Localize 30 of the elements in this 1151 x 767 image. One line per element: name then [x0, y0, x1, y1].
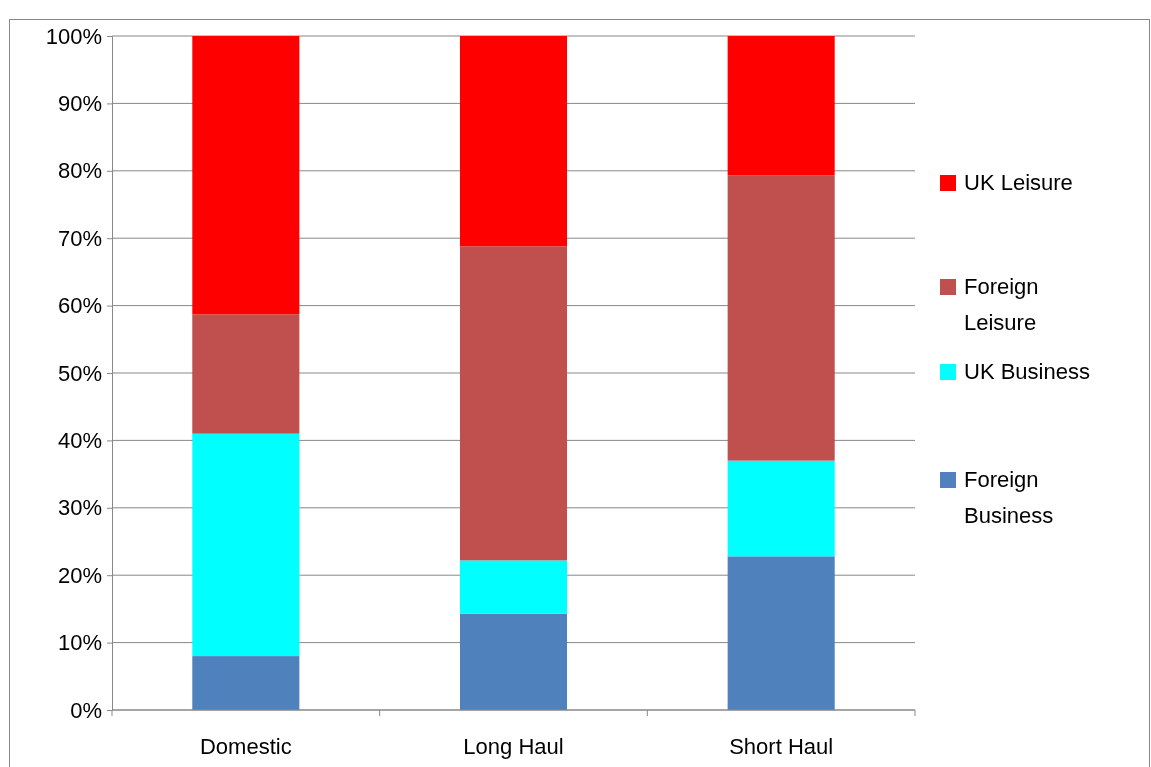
legend-label: UK Leisure [964, 170, 1073, 195]
bar [727, 36, 835, 176]
y-tick-label: 30% [57, 495, 102, 521]
y-tick-label: 100% [45, 23, 102, 49]
y-tick-label: 80% [57, 158, 102, 184]
y-tick-label: 70% [57, 225, 102, 251]
bar [459, 560, 568, 614]
x-tick-label: Short Haul [729, 734, 834, 759]
legend-label: Foreign Leisure [964, 274, 1039, 335]
y-tick-label: 50% [57, 360, 102, 386]
bar [459, 246, 568, 561]
bar [192, 433, 300, 657]
y-tick-label: 10% [57, 630, 102, 656]
y-tick-label: 40% [57, 427, 102, 453]
bar [192, 314, 300, 434]
bar [727, 556, 835, 710]
y-tick-label: 60% [57, 293, 102, 319]
bar [192, 656, 300, 710]
bar [727, 175, 835, 461]
bar [459, 36, 568, 247]
y-tick-label: 90% [57, 90, 102, 116]
legend-label: UK Business [964, 359, 1090, 384]
bar [459, 613, 568, 710]
bar [192, 36, 300, 315]
x-tick-label: Long Haul [463, 734, 564, 759]
legend-label: Foreign Business [964, 467, 1054, 528]
y-tick-label: 0% [70, 697, 102, 723]
y-tick-label: 20% [57, 562, 102, 588]
bar [727, 460, 835, 557]
x-tick-label: Domestic [199, 734, 292, 759]
